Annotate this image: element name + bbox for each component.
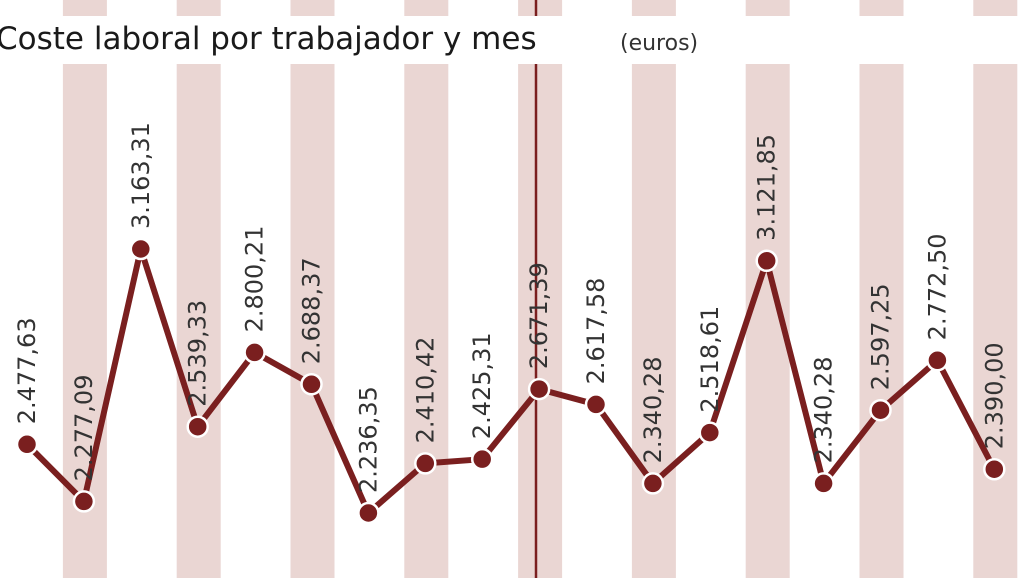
data-point [584, 393, 608, 416]
title-background [0, 16, 1028, 64]
month-band [745, 0, 790, 578]
data-point [527, 377, 551, 401]
data-point [470, 447, 494, 471]
data-label: 2.236,35 [354, 386, 382, 493]
data-point [15, 433, 39, 456]
data-label: 2.410,42 [411, 337, 439, 444]
data-label: 3.163,31 [127, 122, 155, 229]
data-label: 2.688,37 [298, 257, 326, 364]
series-group [15, 237, 1006, 525]
month-band [62, 0, 107, 578]
series-line [24, 246, 997, 516]
data-label: 2.518,61 [696, 306, 724, 413]
month-band [518, 0, 563, 578]
data-label: 2.772,50 [923, 233, 951, 340]
data-label: 2.617,58 [582, 278, 610, 385]
data-label: 2.800,21 [241, 226, 269, 333]
data-point [755, 249, 778, 273]
data-label: 2.340,28 [639, 357, 667, 464]
month-band [176, 0, 221, 578]
data-point [357, 501, 380, 525]
data-label: 2.390,00 [980, 342, 1008, 449]
data-point [698, 421, 722, 444]
data-point [300, 373, 323, 396]
month-band [859, 0, 904, 578]
data-point [641, 472, 665, 495]
chart-unit: (euros) [620, 31, 698, 56]
data-point [414, 452, 437, 475]
data-label: 2.477,63 [13, 317, 41, 424]
data-point [243, 341, 266, 364]
data-label: 2.597,25 [867, 283, 895, 390]
data-point [129, 237, 153, 261]
label-group: 2.477,63 2.277,09 3.163,31 2.539,33 2.800,21… [13, 122, 1008, 493]
data-point [186, 415, 209, 438]
month-band [973, 0, 1018, 578]
data-label: 3.121,85 [753, 134, 781, 241]
chart-title: Coste laboral por trabajador y mes [0, 21, 537, 57]
data-point [812, 472, 835, 495]
data-point [983, 457, 1006, 481]
band-group [62, 0, 1018, 578]
data-label: 2.277,09 [70, 375, 98, 482]
month-band [404, 0, 449, 578]
data-label: 2.340,28 [810, 357, 838, 464]
data-point [926, 349, 949, 372]
data-point [869, 398, 892, 422]
data-label: 2.671,39 [525, 262, 553, 369]
data-label: 2.425,31 [468, 332, 496, 439]
month-band [290, 0, 335, 578]
data-label: 2.539,33 [184, 300, 212, 407]
data-point [72, 490, 96, 513]
